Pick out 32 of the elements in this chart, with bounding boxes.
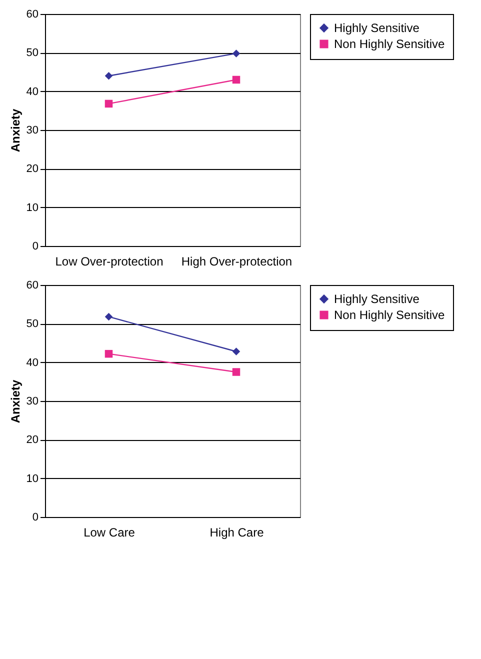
y-tick-label: 30 (26, 396, 38, 408)
x-tick-label: Low Over-protection (55, 254, 164, 268)
point (104, 312, 113, 321)
legend-label: Highly Sensitive (334, 21, 420, 35)
point (104, 100, 113, 108)
y-tick-label: 20 (26, 434, 38, 446)
point (232, 76, 240, 84)
y-tick-label: 10 (26, 202, 38, 214)
x-tick-label: Low Care (84, 526, 136, 540)
point (104, 72, 113, 80)
y-tick-label: 60 (26, 8, 38, 20)
y-tick-label: 40 (26, 356, 38, 369)
y-tick-label: 0 (32, 512, 38, 524)
y-tick-label: 40 (26, 86, 38, 98)
y-tick-label: 50 (26, 47, 38, 60)
y-tick-label: 20 (26, 163, 38, 176)
legend-label: Non Highly Sensitive (334, 308, 446, 322)
point (232, 348, 240, 356)
y-tick-label: 50 (26, 318, 38, 330)
x-tick-label: High Over-protection (181, 254, 292, 268)
y-axis-title: Anxiety (8, 108, 22, 152)
y-tick-label: 60 (26, 280, 38, 292)
x-tick-label: High Care (210, 526, 264, 540)
y-tick-label: 0 (32, 240, 38, 252)
point (104, 350, 113, 358)
y-tick-label: 30 (26, 124, 38, 136)
legend-label: Non Highly Sensitive (334, 37, 446, 51)
point (232, 368, 240, 376)
point (232, 50, 240, 58)
legend-label: Highly Sensitive (334, 292, 420, 306)
y-axis-title: Anxiety (8, 380, 22, 424)
y-tick-label: 10 (26, 472, 38, 485)
